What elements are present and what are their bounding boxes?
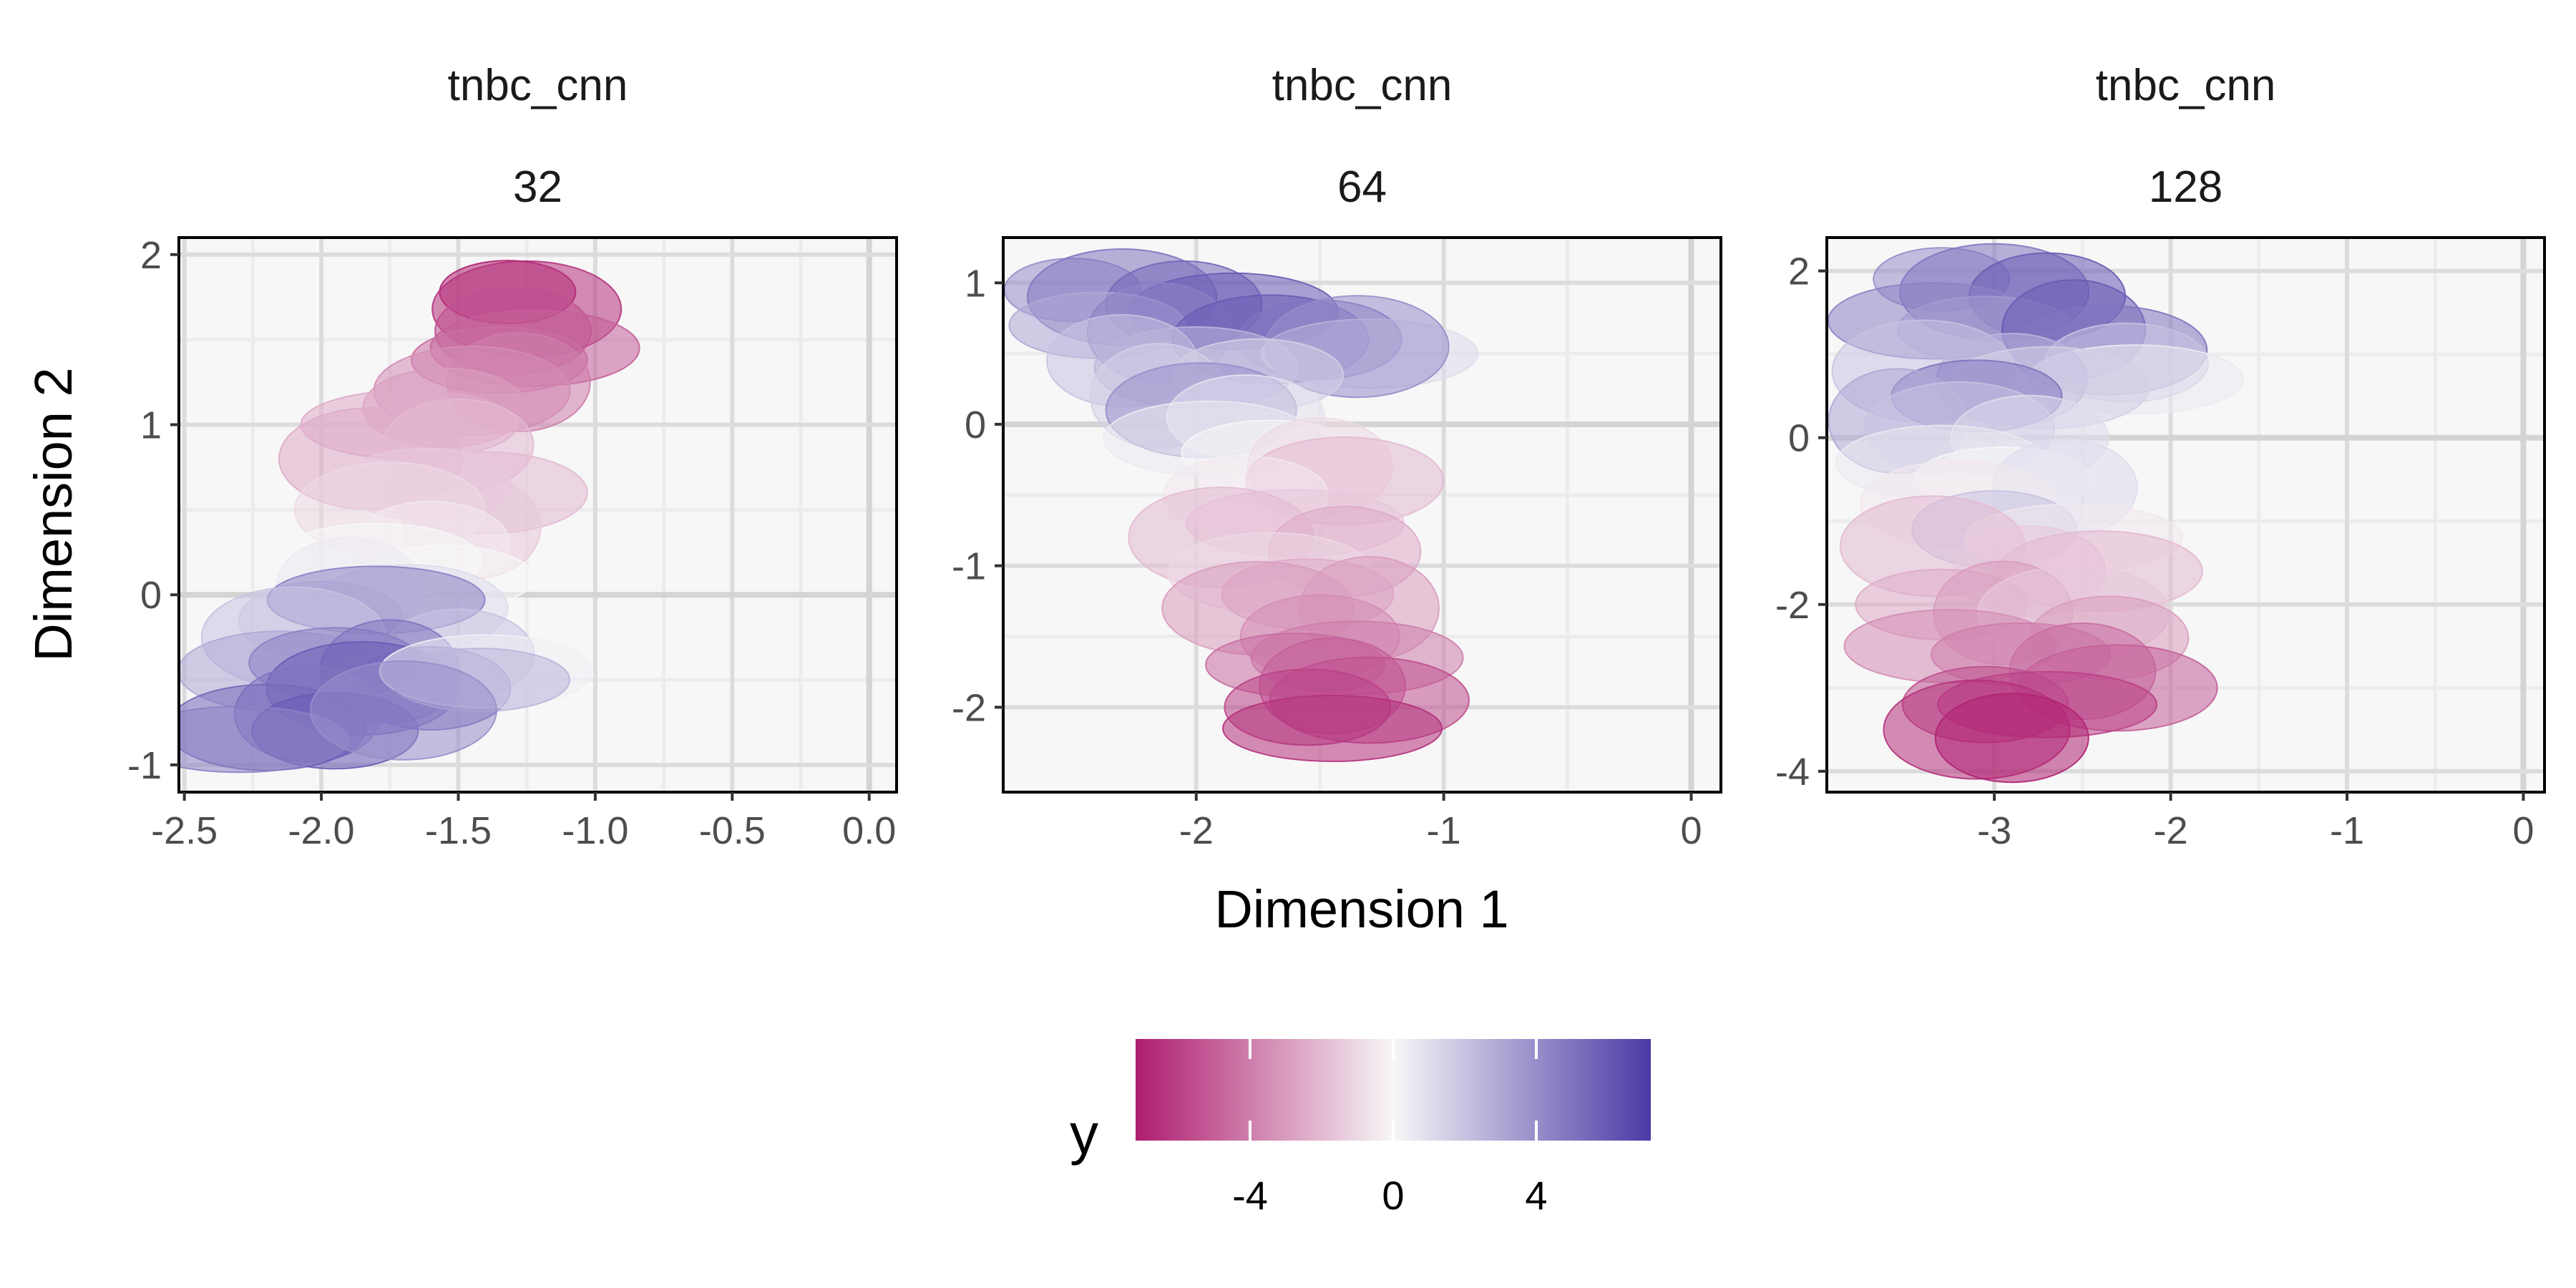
scatter-point: [1934, 693, 2089, 784]
y-axis-title: Dimension 2: [24, 367, 83, 661]
y-tick-label: 0: [140, 574, 162, 617]
facet-title-name: tnbc_cnn: [448, 61, 628, 110]
x-tick-label: -2: [1179, 809, 1214, 852]
x-axis-title: Dimension 1: [1214, 879, 1508, 939]
facet-title-size: 128: [2149, 162, 2223, 212]
y-tick-label: 0: [1788, 417, 1810, 460]
facet-panel-32: tnbc_cnn 32 -2.5 -2.0 -1.5 -1.0 -0.5 0.0 -1 0 1 2: [127, 61, 898, 852]
x-tick-label: -2.0: [288, 809, 355, 852]
x-tick-label: -1.5: [425, 809, 492, 852]
y-tick-label: 2: [1788, 250, 1810, 293]
facet-title-size: 32: [513, 162, 562, 212]
legend-tick-label: 0: [1382, 1173, 1404, 1218]
y-tick-label: -2: [952, 686, 986, 729]
x-tick-label: 0: [1680, 809, 1702, 852]
x-tick-label: -2: [2154, 809, 2188, 852]
x-tick-label: 0.0: [842, 809, 896, 852]
facet-title-size: 64: [1337, 162, 1387, 212]
y-tick-label: -1: [127, 744, 162, 787]
panel-border: [177, 236, 898, 794]
panel-border: [1825, 236, 2546, 794]
x-tick-label: 0: [2512, 809, 2534, 852]
y-tick-label: -2: [1775, 584, 1810, 627]
panel-border: [1002, 236, 1722, 794]
x-tick-label: -1.0: [562, 809, 628, 852]
legend-tick-label: 4: [1525, 1173, 1547, 1218]
x-tick-label: -0.5: [699, 809, 766, 852]
scatter-points: [1827, 243, 2245, 784]
facet-title-name: tnbc_cnn: [1272, 61, 1453, 110]
facet-panel-128: tnbc_cnn 128 -3 -2 -1 0 -4 -2 0 2: [1775, 61, 2546, 852]
y-tick-label: 1: [140, 404, 162, 447]
y-tick-label: 2: [140, 234, 162, 277]
legend-tick-label: -4: [1232, 1173, 1268, 1218]
facet-title-name: tnbc_cnn: [2096, 61, 2276, 110]
x-tick-label: -1: [1427, 809, 1461, 852]
facet-panel-64: tnbc_cnn 64 -2 -1 0 -2 -1 0 1: [952, 61, 1722, 852]
scatter-point: [309, 660, 497, 761]
legend-title: y: [1070, 1102, 1098, 1166]
scatter-points: [179, 260, 640, 774]
y-tick-label: -4: [1775, 751, 1810, 794]
scatter-points: [1003, 248, 1478, 763]
color-legend: y -4 0 4: [1070, 1039, 1651, 1218]
x-tick-label: -3: [1977, 809, 2011, 852]
x-tick-label: -2.5: [151, 809, 218, 852]
y-tick-label: 0: [965, 404, 986, 447]
scatter-point: [1221, 695, 1443, 763]
x-tick-label: -1: [2330, 809, 2364, 852]
legend-ticks: -4 0 4: [1232, 1039, 1548, 1218]
y-tick-label: 1: [965, 262, 986, 305]
y-tick-label: -1: [952, 545, 986, 588]
